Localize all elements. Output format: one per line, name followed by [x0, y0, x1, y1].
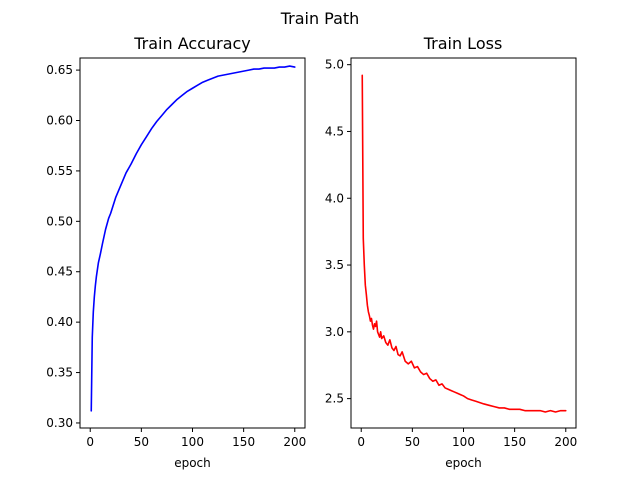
- train-loss-title: Train Loss: [423, 34, 503, 53]
- train-accuracy-ytick-label: 0.35: [46, 366, 73, 380]
- train-accuracy-xtick-label: 0: [86, 435, 94, 449]
- train-accuracy-series: [90, 65, 296, 412]
- train-accuracy-xlabel: epoch: [174, 456, 211, 470]
- train-accuracy-ytick-label: 0.65: [46, 63, 73, 77]
- train-loss-ytick-label: 3.5: [325, 258, 344, 272]
- train-accuracy-ytick-label: 0.55: [46, 164, 73, 178]
- train-loss-ticks: 0 50 100 150 200 2.5 3.0 3.5 4.0 4.5 5.0: [325, 58, 577, 449]
- train-loss-frame: [350, 57, 577, 429]
- train-loss-ytick-label: 4.5: [325, 124, 344, 138]
- train-accuracy-title: Train Accuracy: [133, 34, 251, 53]
- train-accuracy-ticks: 0 50 100 150 200 0.30 0.35 0.40 0.45 0.50 0.55 0.60…: [46, 63, 306, 449]
- train-accuracy-axes: Train Accuracy 0 50 100 150 2000.300.350.400…: [46, 34, 306, 470]
- train-accuracy-ytick-label: 0.60: [46, 114, 73, 128]
- train-loss-axes: Train Loss 0 50 100 150 200 2.5 3.0 3.5 4.0 4.5 5.…: [325, 34, 577, 470]
- train-loss-xtick-label: 50: [405, 435, 420, 449]
- train-loss-xtick-label: 100: [452, 435, 475, 449]
- train-accuracy-line: [90, 65, 296, 412]
- train-accuracy-frame: [79, 57, 306, 429]
- train-accuracy-ytick-label: 0.40: [46, 315, 73, 329]
- train-loss-ytick-label: 4.0: [325, 191, 344, 205]
- train-loss-xlabel: epoch: [445, 456, 482, 470]
- train-loss-xtick-label: 150: [503, 435, 526, 449]
- train-accuracy-xtick-label: 200: [283, 435, 306, 449]
- train-accuracy-xtick-label: 50: [134, 435, 149, 449]
- train-loss-series: [361, 74, 567, 413]
- train-loss-xtick-label: 200: [554, 435, 577, 449]
- train-loss-ytick-label: 2.5: [325, 392, 344, 406]
- train-accuracy-ytick-label: 0.30: [46, 416, 73, 430]
- train-accuracy-ytick-label: 0.45: [46, 265, 73, 279]
- train-accuracy-xtick-label: 150: [232, 435, 255, 449]
- train-accuracy-xtick-label: 100: [181, 435, 204, 449]
- figure-suptitle: Train Path: [280, 9, 360, 28]
- train-loss-line: [361, 74, 567, 413]
- train-accuracy-ytick-label: 0.50: [46, 214, 73, 228]
- train-loss-ytick-label: 3.0: [325, 325, 344, 339]
- train-loss-xtick-label: 0: [357, 435, 365, 449]
- train-loss-ytick-label: 5.0: [325, 58, 344, 72]
